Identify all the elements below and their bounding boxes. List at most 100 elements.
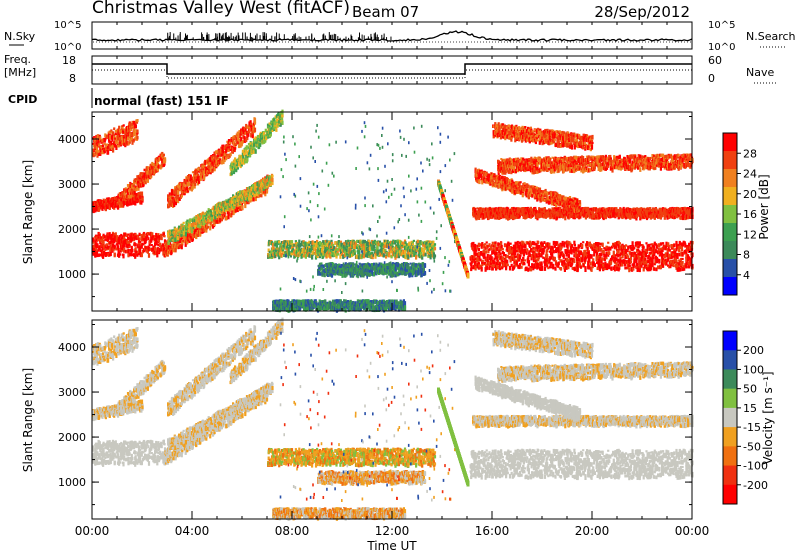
scatter-cell: [116, 235, 118, 239]
scatter-cell: [141, 192, 143, 196]
scatter-cell: [203, 175, 205, 180]
scatter-cell: [105, 252, 107, 256]
scatter-cell: [99, 234, 101, 236]
noise-curves: [92, 31, 692, 42]
scatter-cell: [147, 178, 149, 183]
scatter-cell: [273, 250, 275, 252]
scatter-cell: [434, 247, 436, 250]
scatter-cell: [253, 198, 255, 201]
scatter-cell: [181, 195, 183, 198]
scatter-cell: [163, 235, 165, 237]
scatter-cell: [211, 217, 213, 222]
scatter-cell: [98, 207, 100, 212]
scatter-cell: [254, 122, 256, 124]
scatter-cell: [161, 237, 163, 241]
scatter-cell: [122, 254, 124, 259]
scatter-cell: [368, 240, 370, 243]
scatter-cell: [239, 191, 241, 195]
nave-tick-low: 0: [708, 72, 715, 85]
scatter-cell: [183, 222, 185, 224]
scatter-cell: [270, 134, 272, 137]
scatter-cell: [136, 136, 138, 140]
scatter-cell: [181, 224, 183, 226]
scatter-cell: [237, 167, 239, 169]
scatter-cell: [259, 143, 261, 147]
scatter-cell: [415, 255, 417, 260]
freq-curve: [92, 64, 692, 74]
freq-tick-low: 8: [69, 72, 76, 85]
nave-tick-high: 60: [708, 54, 722, 67]
scatter-cell: [162, 244, 164, 246]
scatter-cell: [233, 171, 235, 174]
scatter-cell: [115, 232, 117, 235]
power-heatmap: [92, 110, 694, 313]
scatter-cell: [244, 204, 246, 208]
scatter-cell: [275, 128, 277, 132]
scatter-cell: [136, 130, 138, 134]
scatter-cell: [320, 262, 322, 264]
scatter-cell: [246, 158, 248, 162]
scatter-cell: [225, 209, 227, 212]
scatter-cell: [332, 244, 334, 246]
station-title: Christmas Valley West (fitACF): [92, 0, 350, 18]
cpid-value: normal (fast) 151 IF: [94, 94, 229, 108]
scatter-cell: [383, 254, 385, 257]
scatter-cell: [197, 234, 199, 237]
scatter-cell: [291, 253, 293, 256]
scatter-cell: [245, 150, 247, 154]
scatter-cell: [298, 240, 300, 244]
scatter-cell: [163, 154, 165, 156]
scatter-cell: [129, 244, 131, 246]
scatter-cell: [127, 236, 129, 240]
noise-left-label: N.Sky: [4, 30, 36, 43]
scatter-cell: [194, 183, 196, 186]
scatter-cell: [324, 273, 326, 278]
cpid-label: CPID: [8, 93, 37, 106]
noise-tick-left-low: 10^0: [54, 42, 81, 53]
scatter-cell: [164, 159, 166, 163]
scatter-cell: [273, 248, 275, 250]
scatter-cell: [185, 232, 187, 237]
scatter-cell: [413, 240, 415, 242]
scatter-cell: [241, 205, 243, 210]
scatter-cell: [151, 244, 153, 246]
nave-label: Nave: [746, 66, 774, 79]
noise-tick-right-high: 10^5: [708, 20, 735, 31]
noise-right-label: N.Search: [746, 30, 796, 43]
scatter-cell: [123, 124, 125, 126]
scatter-cell: [291, 240, 293, 243]
scatter-cell: [234, 147, 236, 150]
scatter-cell: [231, 173, 233, 175]
noise-tick-right-low: 10^0: [708, 42, 735, 53]
scatter-cell: [135, 243, 137, 246]
scatter-cell: [131, 249, 133, 253]
scatter-cell: [255, 149, 257, 154]
beam-title: Beam 07: [352, 3, 419, 21]
scatter-cell: [129, 122, 131, 126]
scatter-cell: [383, 245, 385, 248]
scatter-cell: [227, 150, 229, 152]
scatter-cell: [133, 131, 135, 134]
scatter-cell: [281, 115, 283, 118]
scatter-cell: [434, 255, 436, 257]
scatter-cell: [254, 194, 256, 197]
scatter-cell: [354, 252, 356, 255]
scatter-cell: [119, 253, 121, 255]
scatter-cell: [191, 186, 193, 190]
scatter-cell: [127, 137, 129, 140]
scatter-cell: [266, 190, 268, 194]
scatter-cell: [230, 153, 232, 157]
noise-sky-line: [92, 31, 692, 41]
scatter-cell: [257, 135, 259, 138]
scatter-cell: [224, 212, 226, 214]
noise-panel-frame: [92, 22, 692, 49]
scatter-cell: [112, 148, 114, 153]
scatter-cell: [271, 175, 273, 178]
scatter-cell: [155, 248, 157, 251]
scatter-cell: [113, 127, 115, 130]
scatter-cell: [352, 263, 354, 267]
scatter-cell: [425, 253, 427, 257]
scatter-cell: [131, 246, 133, 249]
scatter-cell: [134, 191, 136, 195]
